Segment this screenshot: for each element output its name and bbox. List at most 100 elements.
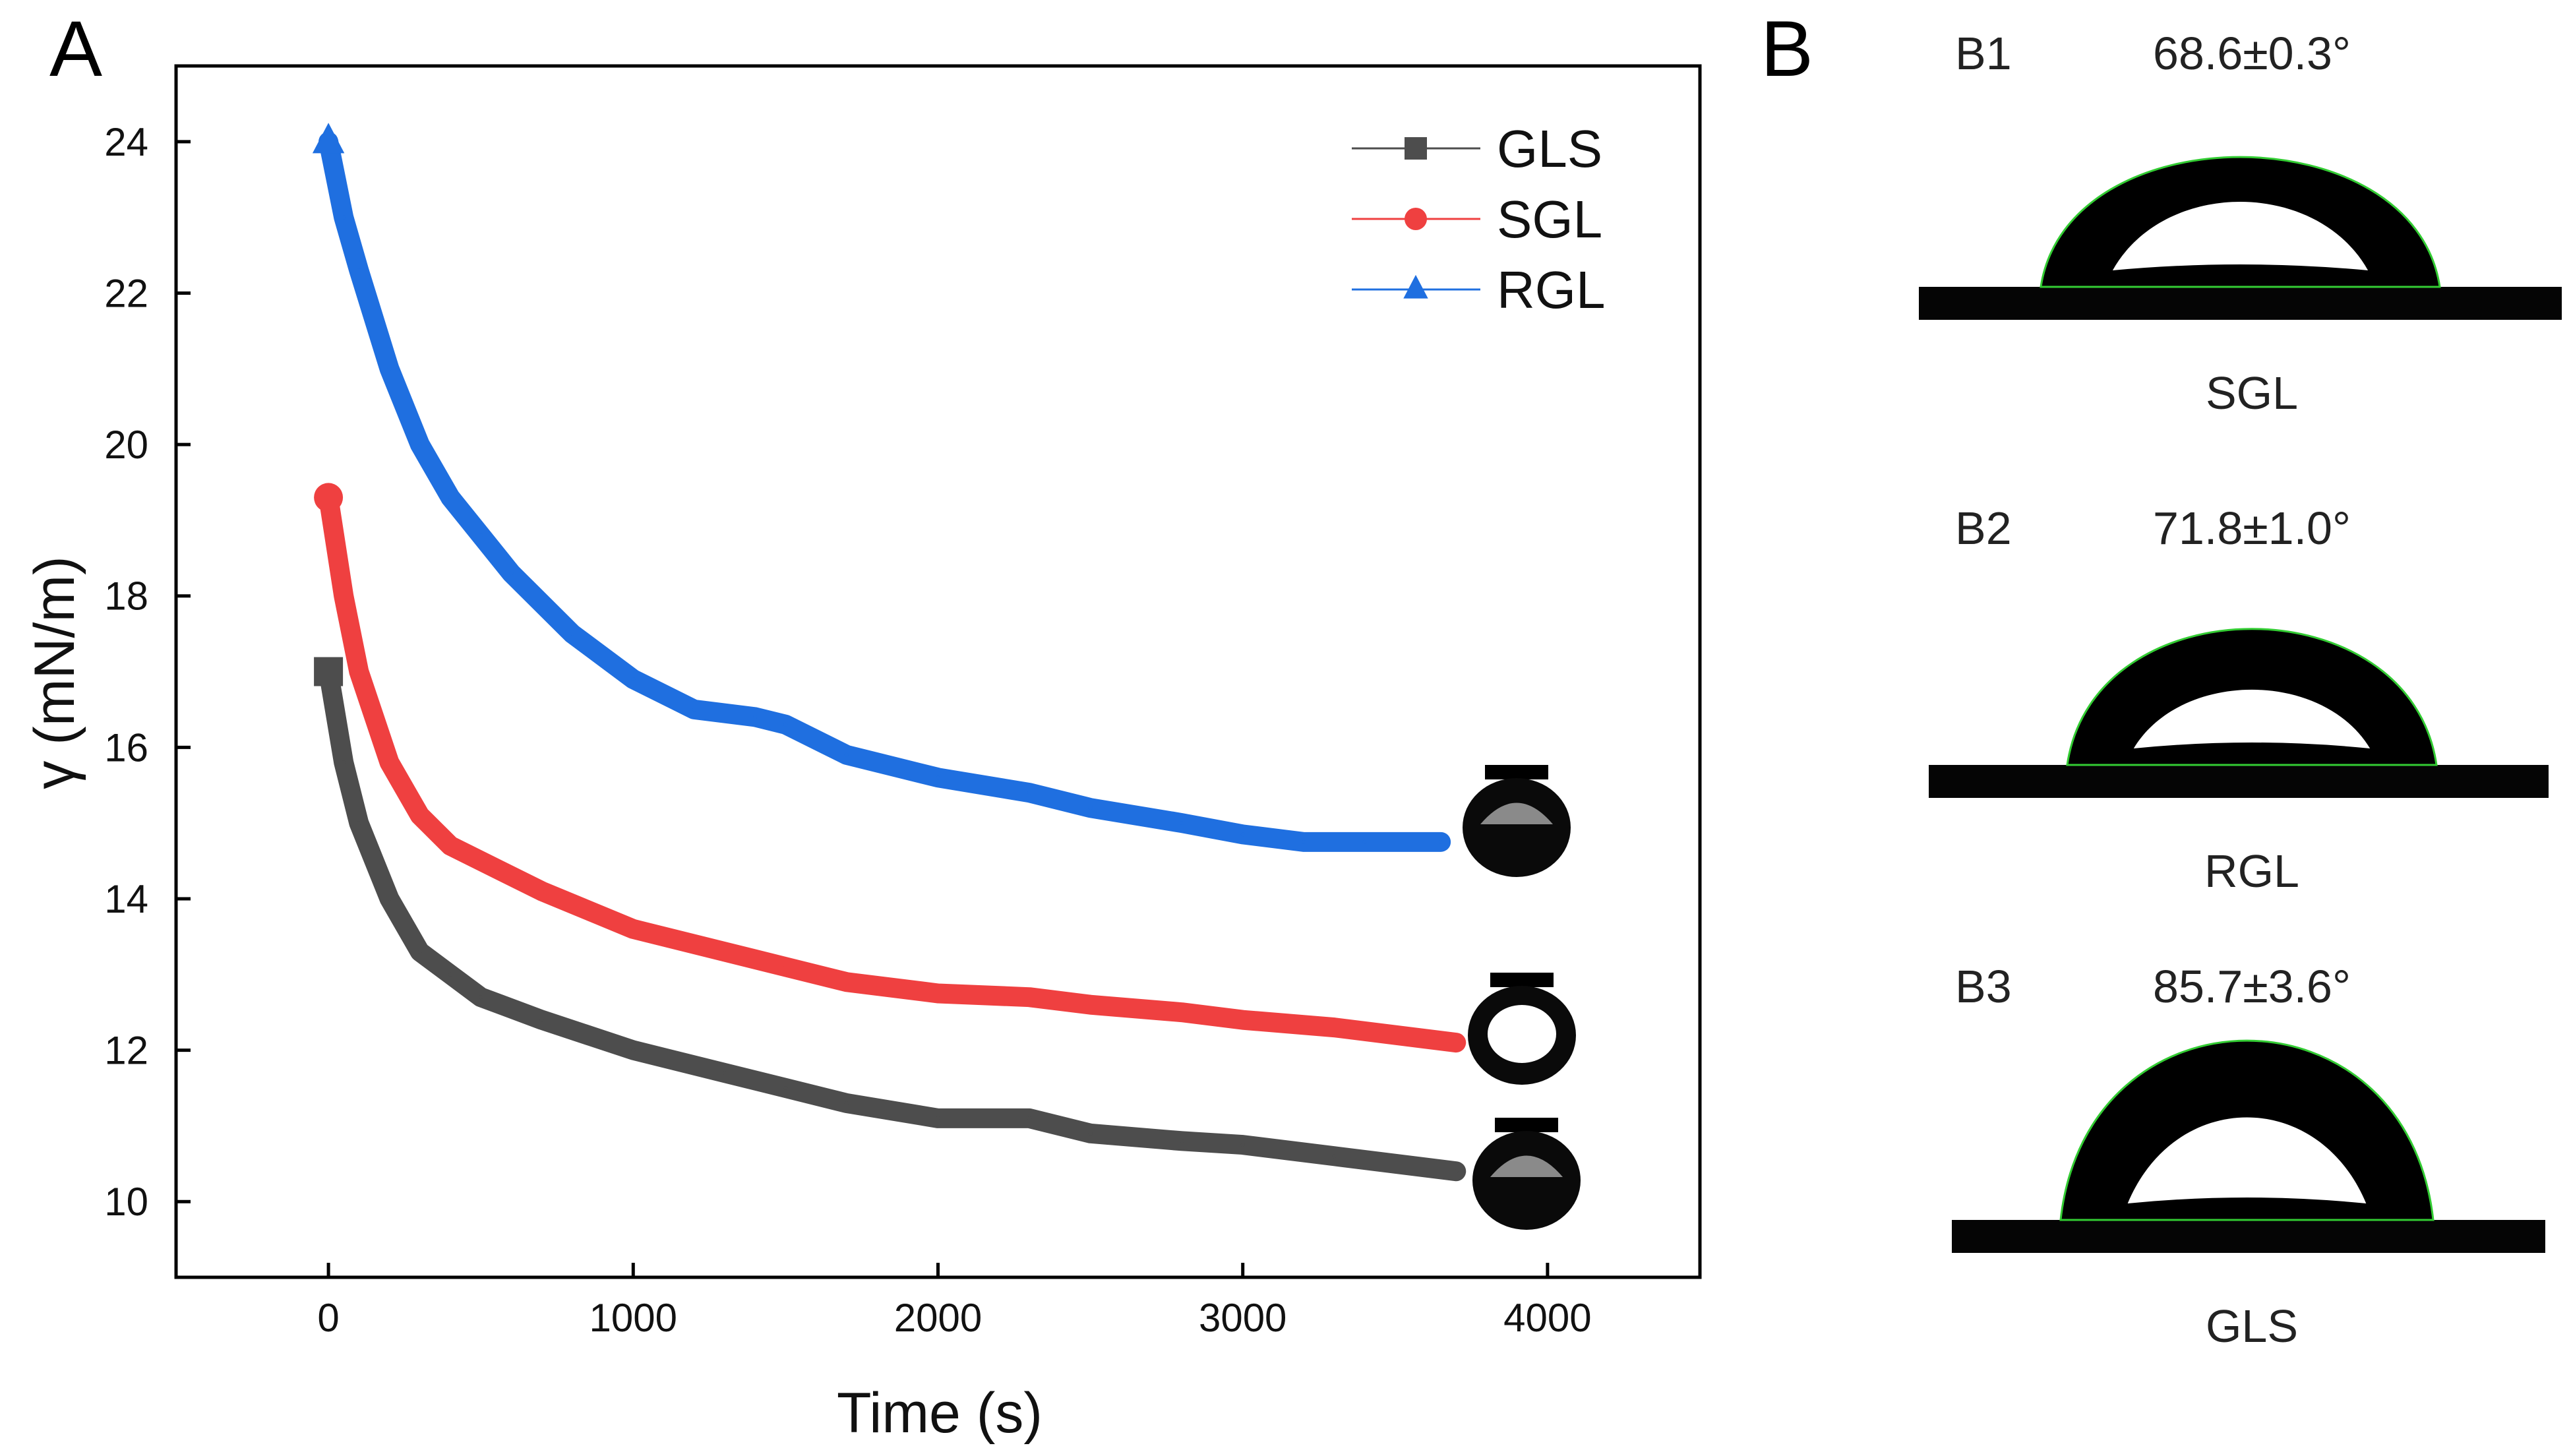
drop-highlight (1480, 803, 1553, 824)
data-point-rgl (631, 677, 636, 681)
y-tick-label: 18 (104, 574, 148, 619)
y-tick-label: 12 (104, 1029, 148, 1073)
panel-label-b: B (1761, 5, 1813, 93)
data-point-rgl (1240, 832, 1245, 837)
data-point-sgl (479, 859, 483, 863)
y-tick-label: 22 (104, 271, 148, 315)
data-point-rgl (783, 722, 788, 727)
data-point-rgl (692, 707, 696, 712)
contact-angle-value: 71.8±1.0° (2153, 502, 2351, 554)
data-point-rgl (1302, 839, 1306, 844)
data-point-sgl (539, 889, 544, 894)
data-point-rgl (1088, 806, 1093, 810)
pendant-drop-image (1463, 778, 1571, 877)
data-point-sgl (1027, 995, 1032, 1000)
data-point-sgl (1240, 1017, 1245, 1022)
x-axis-title: Time (s) (837, 1381, 1043, 1445)
data-point-rgl (387, 367, 392, 371)
sample-label: GLS (2206, 1300, 2298, 1352)
legend-marker-circle (1405, 208, 1427, 230)
data-point-gls (1240, 1143, 1245, 1147)
data-point-sgl (1088, 1002, 1093, 1007)
data-point-rgl (509, 571, 514, 576)
legend-marker-square (1405, 137, 1427, 160)
data-point-sgl (342, 593, 346, 598)
data-point-sgl (1332, 1025, 1337, 1030)
pendant-drop-image (1472, 1131, 1581, 1230)
subpanel-label: B3 (1955, 961, 2012, 1012)
x-tick-label: 1000 (590, 1296, 677, 1340)
data-point-gls (1088, 1131, 1093, 1136)
needle-tip (1490, 973, 1554, 987)
data-point-gls (417, 950, 422, 954)
data-point-sgl (417, 813, 422, 818)
data-point-sgl (722, 950, 727, 954)
data-point-rgl (844, 752, 849, 757)
legend-marker-triangle (1403, 274, 1428, 299)
drop-reflection (2127, 1117, 2367, 1203)
data-point-gls (1332, 1154, 1337, 1159)
y-tick-label: 24 (104, 120, 148, 164)
data-point-sgl (357, 669, 361, 674)
series-start-marker (314, 483, 344, 512)
y-tick-label: 10 (104, 1180, 148, 1224)
subpanel-label: B2 (1955, 502, 2012, 554)
data-point-sgl (783, 965, 788, 969)
data-point-gls (1180, 1139, 1184, 1143)
y-tick-label: 16 (104, 725, 148, 770)
drop-highlight (1488, 1005, 1556, 1063)
data-point-sgl (631, 926, 636, 931)
drop-reflection (2112, 202, 2369, 270)
legend-label: GLS (1497, 119, 1602, 178)
data-point-rgl (1027, 791, 1032, 795)
data-point-rgl (479, 533, 483, 537)
data-point-rgl (342, 215, 346, 220)
series-line-gls (318, 661, 1467, 1182)
contact-angle-value: 85.7±3.6° (2153, 961, 2351, 1012)
needle-tip (1485, 765, 1548, 779)
data-point-sgl (448, 843, 452, 848)
data-point-rgl (417, 442, 422, 447)
sample-label: RGL (2204, 845, 2299, 897)
data-point-rgl (448, 495, 452, 500)
data-point-gls (631, 1048, 636, 1052)
subpanel-label: B1 (1955, 28, 2012, 79)
series-start-marker (314, 657, 344, 686)
needle-tip (1495, 1118, 1558, 1132)
data-point-sgl (387, 760, 392, 765)
y-axis-title: γ (mN/m) (23, 556, 86, 789)
y-tick-label: 20 (104, 423, 148, 467)
plot-area (312, 123, 1467, 1182)
data-point-sgl (1180, 1010, 1184, 1015)
data-point-gls (539, 1017, 544, 1022)
x-tick-label: 2000 (894, 1296, 982, 1340)
data-point-rgl (1180, 821, 1184, 826)
data-point-rgl (357, 268, 361, 272)
sample-label: SGL (2206, 367, 2298, 419)
data-point-gls (387, 896, 392, 901)
data-point-gls (357, 821, 361, 826)
contact-angle-value: 68.6±0.3° (2153, 28, 2351, 79)
data-point-gls (448, 972, 452, 977)
plot-frame (174, 64, 1702, 1279)
substrate-image (1952, 1220, 2545, 1253)
data-point-gls (783, 1085, 788, 1090)
data-point-gls (722, 1071, 727, 1076)
data-point-rgl (753, 715, 758, 719)
legend-label: RGL (1497, 260, 1606, 319)
data-point-gls (844, 1101, 849, 1105)
x-tick-label: 0 (317, 1296, 339, 1340)
y-tick-label: 14 (104, 877, 148, 921)
panel-label-a: A (49, 5, 102, 93)
data-point-rgl (1439, 839, 1443, 844)
contact-angle-panel: B1 68.6±0.3° SGL B2 71.8±1.0° RGL B3 85.7±3.6° G… (1919, 28, 2562, 1352)
data-point-rgl (1362, 839, 1367, 844)
legend-label: SGL (1497, 190, 1602, 249)
substrate-image (1929, 765, 2549, 798)
data-point-gls (1027, 1116, 1032, 1120)
data-point-sgl (936, 991, 940, 996)
drop-reflection (2133, 689, 2371, 748)
substrate-image (1919, 287, 2562, 320)
pendant-drop-insets (1463, 765, 1581, 1230)
